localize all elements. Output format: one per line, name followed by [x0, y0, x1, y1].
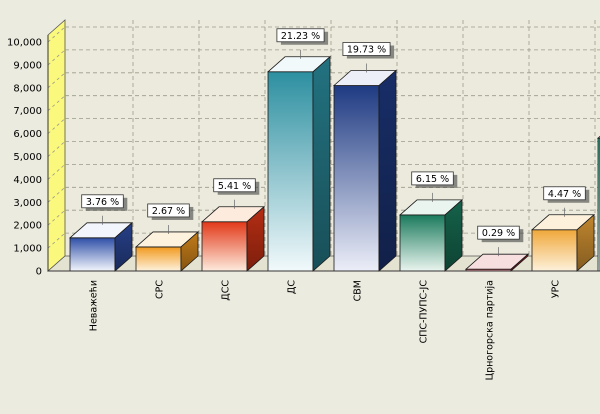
data-label-text: 19.73 %	[347, 45, 386, 56]
data-label-box	[213, 178, 256, 193]
bar	[530, 213, 596, 272]
plot-back-wall	[65, 20, 600, 256]
x-tick-label: СПС-ПУПС-ЈС	[419, 280, 430, 344]
data-label-box	[411, 171, 454, 186]
bar-side	[246, 205, 265, 272]
data-label: 3.76 %	[81, 194, 128, 225]
x-tick-label: УРС	[551, 280, 562, 299]
bar-side	[576, 213, 595, 272]
bar	[68, 221, 134, 272]
x-tick-label: ДСС	[221, 280, 232, 301]
data-label-text: 21.23 %	[281, 31, 320, 42]
bar-side	[510, 253, 529, 272]
y-tick-label: 8,000	[13, 83, 42, 94]
bar	[464, 253, 530, 272]
y-tick-label: 9,000	[13, 60, 42, 71]
bar-front	[267, 71, 314, 272]
data-label: 0.29 %	[477, 225, 524, 257]
data-label-text: 5.41 %	[218, 181, 251, 192]
y-tick-label: 0	[36, 267, 42, 278]
data-label-text: 3.76 %	[86, 197, 119, 208]
data-label-text: 4.47 %	[548, 189, 581, 200]
y-tick-label: 5,000	[13, 152, 42, 163]
y-tick-label: 2,000	[13, 221, 42, 232]
bar	[134, 231, 200, 272]
grid-line-side	[47, 209, 66, 226]
y-tick-label: 4,000	[13, 175, 42, 186]
grid-line-side	[47, 26, 66, 43]
grid-line-side	[47, 141, 66, 157]
bar-side	[444, 199, 463, 272]
y-tick-label: 10,000	[7, 38, 42, 49]
data-label: 21.23 %	[276, 28, 329, 59]
grid-line-side	[47, 187, 66, 203]
data-label-text: 6.15 %	[416, 174, 449, 185]
bar-side	[180, 231, 199, 272]
grid-line-side	[47, 95, 66, 111]
data-label-box	[81, 194, 124, 209]
bar	[200, 205, 266, 272]
data-label-text: 2.67 %	[152, 206, 185, 217]
grid-line-side	[47, 72, 66, 89]
data-label-box	[342, 42, 391, 56]
grid-line-side	[47, 118, 66, 134]
bar-front	[531, 229, 578, 272]
bar	[398, 199, 464, 272]
y-tick-label: 1,000	[13, 244, 42, 255]
bar-front	[135, 246, 182, 272]
bar-front	[399, 214, 446, 272]
x-tick-label: ДС	[287, 280, 298, 294]
bar-side	[378, 69, 397, 272]
bar-side	[114, 221, 133, 272]
bar-side	[312, 55, 331, 272]
y-axis: 0 1,000 2,000 3,000 4,000 5,000 6,000 7,000 8,00…	[7, 35, 49, 278]
bar	[266, 55, 332, 272]
grid	[47, 20, 600, 256]
data-label-box	[147, 203, 190, 218]
data-label-box	[477, 225, 520, 240]
x-tick-label: Црногорска партија	[485, 280, 496, 380]
plot-side-wall	[47, 19, 66, 272]
data-label: 5.41 %	[213, 178, 260, 209]
grid-line-side	[47, 232, 66, 249]
y-tick-label: 6,000	[13, 129, 42, 140]
data-label: 19.73 %	[342, 42, 395, 73]
x-tick-label: СРС	[155, 280, 166, 299]
data-label-box	[276, 28, 325, 43]
data-label-box	[543, 186, 586, 201]
bar-front	[201, 221, 248, 272]
bar-front	[69, 237, 116, 272]
grid-line-side	[47, 164, 66, 180]
data-label: 6.15 %	[411, 171, 458, 202]
bar	[332, 69, 398, 272]
bars: 3.76 % 2.67 % 5.41 % 21.23 % 19.73 % 6.15 % 0.…	[68, 28, 600, 272]
data-label-text: 0.29 %	[482, 228, 515, 239]
bar-front	[333, 85, 380, 272]
x-axis: Неважећи СРС ДСС ДС СВМ СПС-ПУПС-ЈС Црногорска…	[48, 270, 600, 380]
data-label: 2.67 %	[147, 203, 194, 234]
y-tick-label: 3,000	[13, 198, 42, 209]
x-tick-label: Неважећи	[89, 280, 100, 331]
x-tick-label: СВМ	[353, 280, 364, 301]
data-label: 4.47 %	[543, 186, 590, 217]
grid-line-side	[47, 49, 66, 66]
y-tick-label: 7,000	[13, 106, 42, 117]
